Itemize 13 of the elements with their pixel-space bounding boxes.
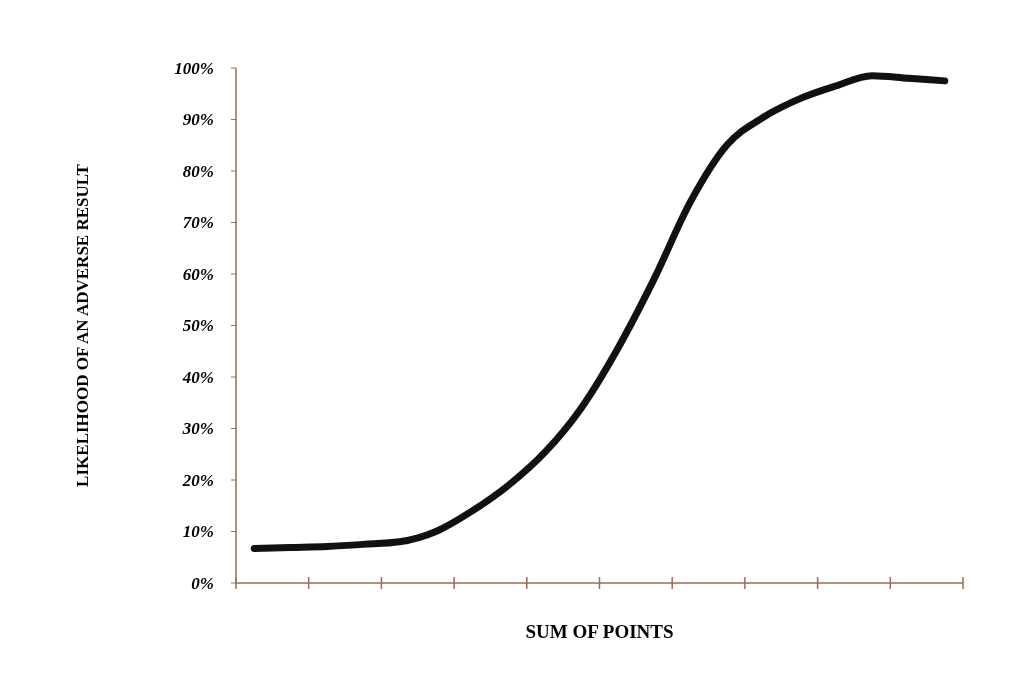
y-tick-label: 90% bbox=[182, 110, 214, 130]
y-tick-label: 20% bbox=[181, 470, 214, 490]
y-tick-label: 100% bbox=[174, 58, 214, 78]
y-tick-label: 30% bbox=[181, 419, 214, 439]
y-tick-label: 80% bbox=[182, 161, 214, 181]
y-tick-label: 0% bbox=[191, 573, 214, 593]
y-tick-label: 70% bbox=[182, 213, 214, 233]
y-tick-label: 40% bbox=[181, 367, 214, 387]
y-axis-title: LIKELIHOOD OF AN ADVERSE RESULT bbox=[73, 163, 92, 487]
y-tick-label: 60% bbox=[182, 264, 214, 284]
x-axis-title: SUM OF POINTS bbox=[525, 621, 674, 642]
y-tick-label: 50% bbox=[182, 316, 214, 336]
y-tick-label: 10% bbox=[182, 522, 214, 542]
